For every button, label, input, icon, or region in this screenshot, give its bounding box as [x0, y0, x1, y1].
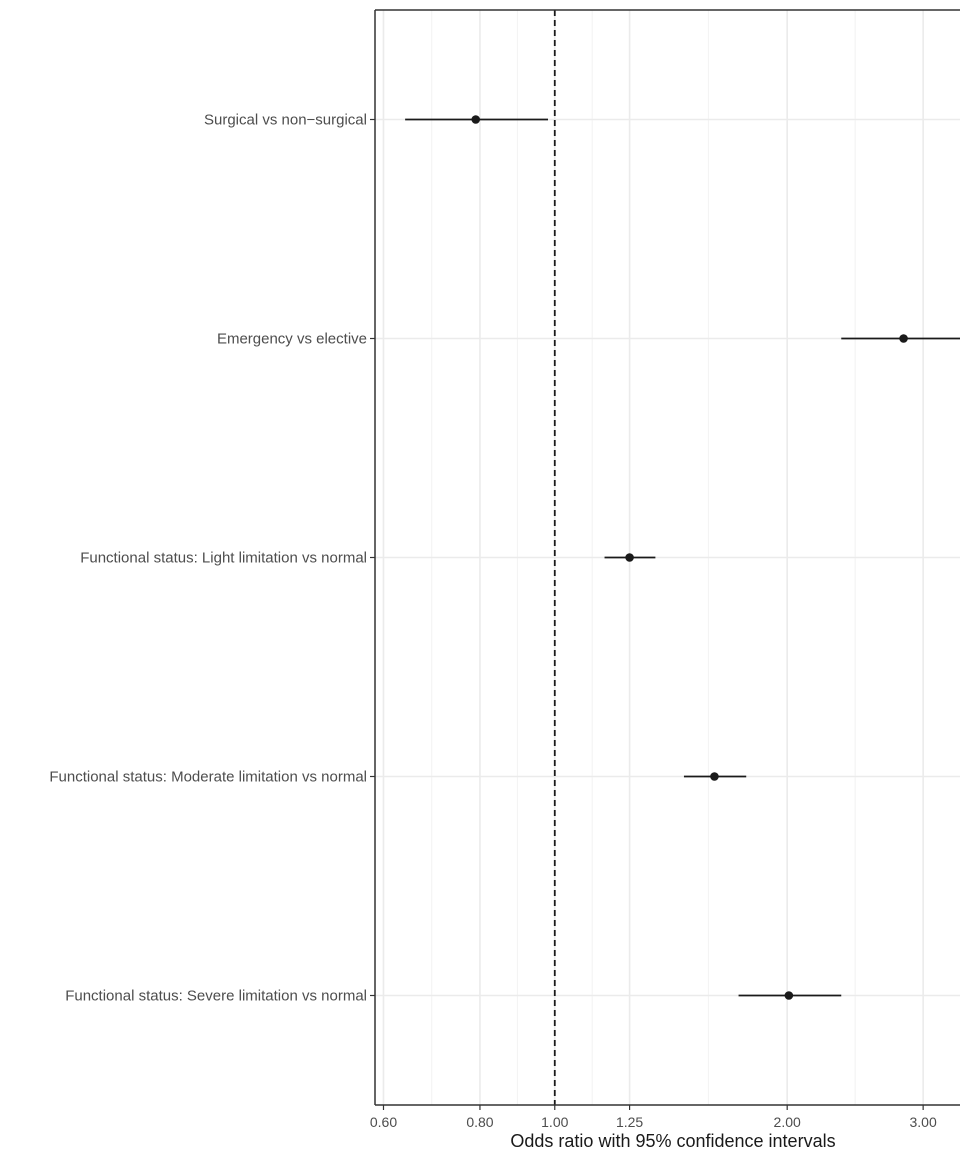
y-tick-label: Functional status: Light limitation vs n…	[80, 550, 367, 567]
x-tick-label: 3.00	[910, 1114, 937, 1130]
x-axis-title: Odds ratio with 95% confidence intervals	[510, 1131, 835, 1151]
x-tick-label: 2.00	[774, 1114, 801, 1130]
estimate-point	[471, 115, 481, 124]
estimate-point	[710, 772, 719, 781]
x-tick-label: 1.25	[616, 1114, 643, 1130]
y-tick-label: Functional status: Severe limitation vs …	[65, 988, 367, 1005]
estimate-point	[784, 991, 794, 1000]
x-axis: 0.60 0.80 1.00 1.25 2.00 3.00	[370, 1105, 937, 1130]
x-tick-label: 0.60	[370, 1114, 397, 1130]
estimate-point	[625, 553, 634, 562]
estimate-point	[899, 334, 908, 343]
estimate-marks	[405, 115, 960, 1000]
y-axis: Surgical vs non−surgical Emergency vs ele…	[49, 112, 375, 1005]
y-tick-label: Functional status: Moderate limitation v…	[49, 769, 367, 786]
x-tick-label: 0.80	[466, 1114, 493, 1130]
y-tick-label: Surgical vs non−surgical	[204, 112, 367, 129]
x-tick-label: 1.00	[541, 1114, 568, 1130]
y-tick-label: Emergency vs elective	[217, 331, 367, 348]
